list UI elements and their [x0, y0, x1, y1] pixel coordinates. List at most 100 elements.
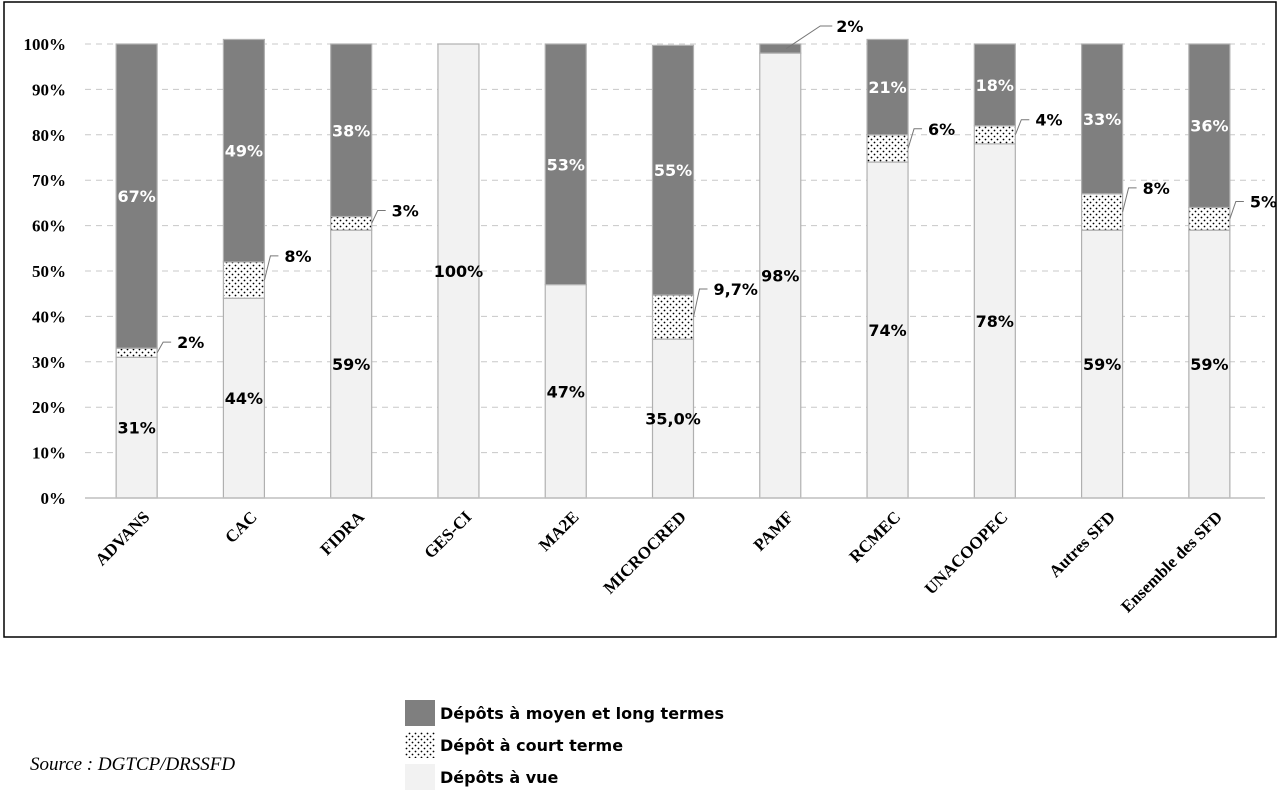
bar-segment	[651, 294, 695, 340]
x-category-label: CAC	[221, 507, 260, 546]
bar-segment	[115, 43, 158, 349]
gridlines	[85, 43, 1265, 454]
bar-segment	[1080, 229, 1124, 499]
y-tick-label: 90%	[32, 80, 66, 99]
leader-line	[785, 25, 833, 49]
data-label: 9,7%	[714, 280, 758, 299]
data-label: 4%	[1035, 111, 1062, 130]
bars-group	[115, 38, 1231, 499]
legend-label: Dépôt à court terme	[440, 736, 623, 755]
leader-line	[263, 255, 279, 281]
data-label: 35,0%	[645, 410, 701, 429]
data-label: 59%	[1190, 355, 1228, 374]
bar-segment	[544, 43, 587, 286]
bar-segment	[1188, 229, 1231, 499]
data-label: 49%	[225, 142, 263, 161]
data-label: 6%	[928, 120, 955, 139]
x-category-label: GES-CI	[420, 507, 475, 562]
x-axis: ADVANS CAC FIDRA GES-CI MA2E MICROCRED PAMF RCM…	[85, 497, 1265, 616]
legend-swatch	[405, 700, 435, 726]
bar-segment	[973, 125, 1016, 145]
data-label: 38%	[332, 121, 370, 140]
data-label: 55%	[654, 161, 692, 180]
x-category-label: ADVANS	[91, 507, 153, 569]
bar-segment	[330, 43, 373, 218]
leader-line	[693, 288, 708, 318]
bar-segment	[866, 134, 909, 163]
x-category-label: RCMEC	[846, 507, 905, 566]
y-tick-label: 50%	[32, 262, 66, 281]
bar-segment	[115, 347, 158, 358]
data-label: 2%	[177, 333, 204, 352]
y-axis: 0% 10% 20% 30% 40% 50% 60% 70% 80% 90% 100%	[24, 35, 67, 508]
leader-line	[1014, 119, 1030, 135]
y-tick-label: 20%	[32, 398, 66, 417]
data-label: 98%	[761, 267, 799, 286]
bar-segment	[1080, 193, 1124, 231]
bar-segment	[973, 43, 1016, 127]
data-label: 36%	[1190, 117, 1228, 136]
y-tick-label: 30%	[32, 353, 66, 372]
data-label: 21%	[868, 78, 906, 97]
leader-line	[1229, 200, 1244, 219]
y-tick-label: 10%	[32, 444, 66, 463]
leader-line	[907, 128, 923, 149]
data-label: 67%	[117, 187, 155, 206]
bar-segment	[651, 338, 695, 499]
bar-segment	[1080, 43, 1124, 195]
bar-segment	[973, 143, 1016, 499]
y-tick-label: 80%	[32, 126, 66, 145]
x-category-label: MICROCRED	[600, 507, 690, 597]
x-category-label: Ensemble des SFD	[1117, 507, 1226, 616]
bar-segment	[759, 43, 802, 54]
leader-line	[371, 210, 386, 224]
leader-line	[1122, 187, 1137, 213]
y-tick-label: 0%	[41, 489, 67, 508]
legend: Dépôts à moyen et long termes Dépôt à cou…	[405, 700, 724, 790]
chart-frame	[3, 1, 1277, 638]
y-tick-label: 100%	[24, 35, 67, 54]
bar-segment	[651, 44, 695, 296]
y-tick-label: 40%	[32, 307, 66, 326]
data-label: 53%	[547, 155, 585, 174]
leader-line	[156, 341, 172, 353]
data-label: 74%	[868, 321, 906, 340]
data-label: 8%	[1143, 179, 1170, 198]
legend-label: Dépôts à vue	[440, 768, 559, 787]
data-label: 59%	[1083, 355, 1121, 374]
bar-segment	[437, 43, 480, 499]
legend-swatch	[405, 764, 435, 790]
data-label: 31%	[117, 419, 155, 438]
x-category-label: MA2E	[535, 507, 582, 554]
source-caption: Source : DGTCP/DRSSFD	[30, 754, 236, 775]
y-tick-label: 60%	[32, 217, 66, 236]
data-label: 59%	[332, 355, 370, 374]
data-label: 100%	[434, 262, 483, 281]
data-label: 33%	[1083, 110, 1121, 129]
data-label: 8%	[284, 247, 311, 266]
bar-segment	[330, 215, 373, 231]
y-tick-label: 70%	[32, 171, 66, 190]
x-category-label: FIDRA	[317, 507, 369, 559]
data-label: 47%	[547, 382, 585, 401]
data-label: 5%	[1250, 192, 1277, 211]
legend-label: Dépôts à moyen et long termes	[440, 704, 724, 723]
x-category-label: PAMF	[750, 507, 797, 554]
bar-segment	[866, 38, 909, 136]
legend-swatch	[405, 732, 435, 758]
data-labels: 31% 2% 67% 44% 8% 49% 59% 3% 38% 100% 47% 53% 35,0% 9…	[117, 17, 1277, 438]
data-label: 44%	[225, 389, 263, 408]
data-label: 3%	[392, 202, 419, 221]
bar-segment	[1188, 43, 1231, 209]
bar-segment	[115, 356, 158, 499]
bar-segment	[1188, 206, 1231, 231]
x-category-label: UNACOOPEC	[921, 507, 1012, 598]
bar-segment	[866, 161, 909, 499]
bar-segment	[222, 38, 266, 263]
bar-segment	[222, 261, 266, 299]
x-category-label: Autres SFD	[1045, 507, 1119, 581]
data-label: 78%	[976, 312, 1014, 331]
data-label: 2%	[836, 17, 863, 36]
data-label: 18%	[976, 76, 1014, 95]
